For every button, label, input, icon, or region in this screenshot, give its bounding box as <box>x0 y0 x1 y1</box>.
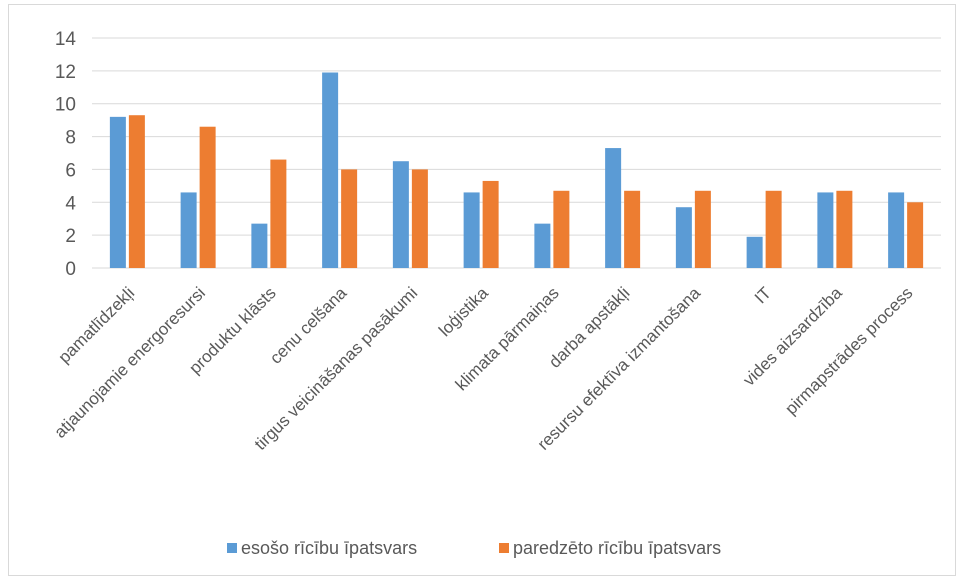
legend: esošo rīcību īpatsvars paredzēto rīcību ī… <box>227 538 721 558</box>
x-tick-label: loģistika <box>435 283 492 340</box>
bar-planned <box>482 180 499 268</box>
bar-planned <box>836 190 853 268</box>
gridlines <box>92 37 941 269</box>
bar-existing <box>605 148 622 268</box>
legend-label: paredzēto rīcību īpatsvars <box>513 538 721 558</box>
bar-existing <box>746 236 763 268</box>
bar-existing <box>392 161 409 268</box>
bar-existing <box>322 72 339 268</box>
x-tick-label: IT <box>751 283 775 307</box>
y-tick-label: 14 <box>55 29 77 50</box>
bar-existing <box>675 207 692 268</box>
bar-existing <box>463 192 480 268</box>
bar-planned <box>553 190 570 268</box>
y-tick-label: 2 <box>65 226 76 247</box>
bar-existing <box>180 192 197 268</box>
y-tick-label: 4 <box>65 193 76 214</box>
x-tick-label: atjaunojamie energoresursi <box>51 283 209 441</box>
legend-label: esošo rīcību īpatsvars <box>241 538 417 558</box>
bar-planned <box>624 190 641 268</box>
bar-planned <box>907 202 924 268</box>
y-tick-label: 0 <box>65 259 76 280</box>
bar-existing <box>888 192 905 268</box>
x-tick-label: pirmapstrādes process <box>781 283 916 418</box>
bar-planned <box>765 190 782 268</box>
y-tick-label: 10 <box>55 95 76 116</box>
bar-planned <box>411 169 428 268</box>
y-axis-tick-labels: 0 2 4 6 8 10 12 14 <box>55 29 77 280</box>
bar-planned <box>694 190 711 268</box>
chart-frame: 0 2 4 6 8 10 12 14 pamatlīdzekļi atjaunojamie en… <box>8 4 956 576</box>
legend-swatch <box>227 543 237 553</box>
y-tick-label: 8 <box>65 128 76 149</box>
legend-swatch <box>499 543 509 553</box>
bar-existing <box>534 223 551 268</box>
bar-existing <box>251 223 268 268</box>
bar-series <box>109 72 924 268</box>
y-tick-label: 12 <box>55 62 76 83</box>
bar-existing <box>817 192 834 268</box>
bar-planned <box>270 159 287 268</box>
y-tick-label: 6 <box>65 160 76 181</box>
bar-planned <box>341 169 358 268</box>
bar-planned <box>128 115 145 268</box>
bar-planned <box>199 126 216 268</box>
bar-existing <box>109 116 126 268</box>
